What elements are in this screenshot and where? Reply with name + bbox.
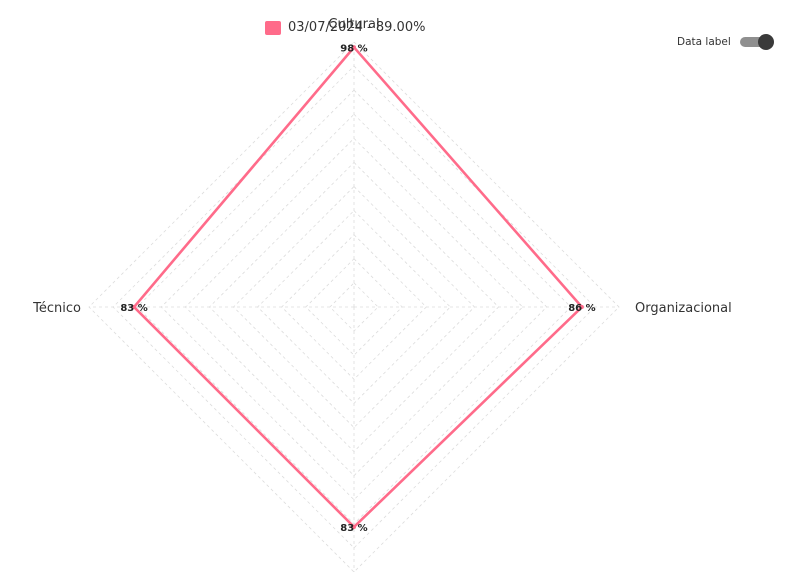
grid-ring (160, 113, 548, 501)
toggle-track (739, 37, 772, 47)
radar-series (132, 45, 584, 529)
series-point[interactable] (352, 524, 356, 529)
chart-legend[interactable]: 03/07/2024 - 89.00% (265, 20, 425, 35)
axis-label-organizacional: Organizacional (635, 301, 732, 316)
data-label: 86 % (568, 303, 595, 314)
data-label: 83 % (120, 303, 147, 314)
data-label-toggle[interactable] (739, 34, 776, 50)
series-point[interactable] (579, 305, 584, 309)
toggle-knob[interactable] (757, 34, 774, 50)
series-polygon (132, 45, 584, 529)
data-label: 83 % (340, 523, 367, 534)
grid-ring (88, 41, 620, 573)
legend-swatch (265, 20, 281, 35)
legend-label: 03/07/2024 - 89.00% (288, 20, 426, 35)
data-label-toggle-group: Data label (677, 34, 776, 50)
axis-label-cultural: Cultural (328, 17, 379, 32)
axis-label-tecnico: Técnico (32, 301, 81, 316)
radar-labels: CulturalOrganizacionalNegócioTécnico98 %… (32, 17, 732, 534)
radar-axes (89, 42, 619, 572)
grid-ring (112, 65, 596, 549)
data-label: 98 % (340, 43, 367, 54)
data-label-toggle-label: Data label (677, 36, 731, 48)
series-point[interactable] (352, 45, 356, 50)
series-point[interactable] (132, 305, 137, 309)
